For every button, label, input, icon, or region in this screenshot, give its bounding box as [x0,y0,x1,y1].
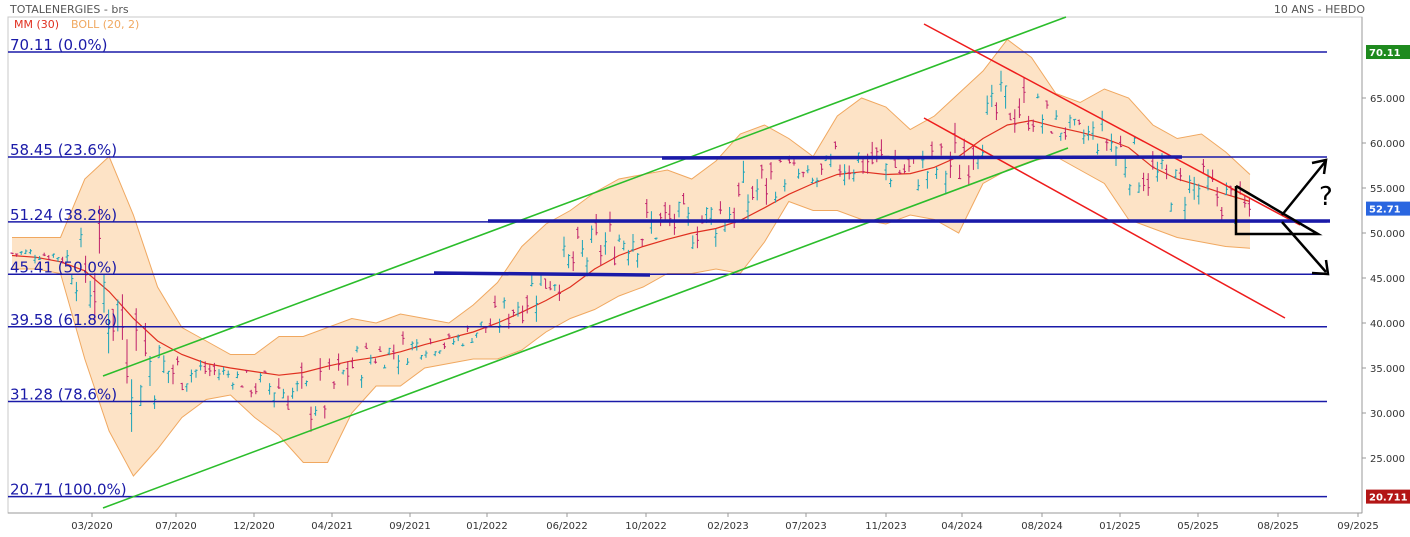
y-tick-label: 45.000 [1370,274,1405,285]
bollinger-fill [12,39,1250,476]
downtrend-channel-upper [923,23,1301,226]
y-tick-label: 25.000 [1370,454,1405,465]
x-tick-label: 01/2025 [1099,521,1141,532]
fib-level-label: 31.28 (78.6%) [10,385,117,403]
resistance-segment-58 [661,155,1183,160]
fib-level-label: 70.11 (0.0%) [10,36,108,54]
triangle-pattern [1234,184,1323,236]
trend-drawings: ? [102,16,1333,509]
price-tag-label: 20.711 [1369,493,1408,504]
x-tick-label: 12/2020 [233,521,275,532]
bollinger-bands [12,38,1251,477]
fib-level-label: 39.58 (61.8%) [10,311,117,329]
y-tick-label: 55.000 [1370,184,1405,195]
x-tick-label: 03/2020 [71,521,113,532]
breakout-up-arrowhead [1311,158,1328,175]
moving-average [11,119,1251,376]
ma-indicator-label: MM (30) [14,18,59,31]
fib-level-label: 45.41 (50.0%) [10,258,117,276]
breakout-down-arrowhead [1311,259,1330,276]
y-tick-label: 35.000 [1370,364,1405,375]
y-tick-label: 50.000 [1370,229,1405,240]
downtrend-channel-lower [923,117,1286,319]
x-tick-label: 07/2020 [155,521,197,532]
price-tags: 70.11 52.71 20.711 [1366,45,1410,504]
x-tick-label: 08/2024 [1021,521,1063,532]
y-axis: 25.000 30.000 35.000 40.000 45.000 50.000 55.0… [1362,94,1405,465]
y-tick-label: 60.000 [1370,139,1405,150]
bollinger-indicator-label: BOLL (20, 2) [71,18,139,31]
period-label: 10 ANS - HEBDO [1274,3,1365,16]
question-mark-annotation: ? [1319,182,1333,212]
price-tag-label: 70.11 [1369,48,1401,59]
fib-level-label: 20.71 (100.0%) [10,481,127,499]
bollinger-upper-line [12,38,1251,355]
price-tag-box [1366,45,1410,60]
x-tick-label: 04/2021 [311,521,353,532]
y-tick-label: 40.000 [1370,319,1405,330]
x-tick-label: 02/2023 [707,521,749,532]
ma-line [11,119,1251,376]
x-tick-label: 04/2024 [941,521,983,532]
uptrend-channel-upper [102,16,1067,377]
x-tick-label: 10/2022 [625,521,667,532]
x-axis: 03/2020 07/2020 12/2020 04/2021 09/2021 01/20… [71,513,1379,532]
support-segment-45 [433,271,651,277]
x-tick-label: 05/2025 [1177,521,1219,532]
chart-title: TOTALENERGIES - brs [9,3,129,16]
y-tick-label: 30.000 [1370,409,1405,420]
x-tick-label: 07/2023 [785,521,827,532]
fib-level-label: 58.45 (23.6%) [10,141,117,159]
price-tag-label: 52.71 [1369,205,1401,216]
x-tick-label: 06/2022 [546,521,588,532]
fib-level-label: 51.24 (38.2%) [10,206,117,224]
price-tag-box [1366,489,1410,504]
x-tick-label: 09/2025 [1337,521,1379,532]
breakout-down-arrow [1281,221,1327,273]
y-tick-label: 65.000 [1370,94,1405,105]
x-tick-label: 08/2025 [1257,521,1299,532]
x-tick-label: 09/2021 [389,521,431,532]
price-tag-box [1366,201,1410,216]
x-tick-label: 01/2022 [466,521,508,532]
breakout-up-arrow [1281,161,1326,216]
uptrend-channel-lower [102,147,1069,509]
x-tick-label: 11/2023 [865,521,907,532]
candles [10,70,1251,432]
